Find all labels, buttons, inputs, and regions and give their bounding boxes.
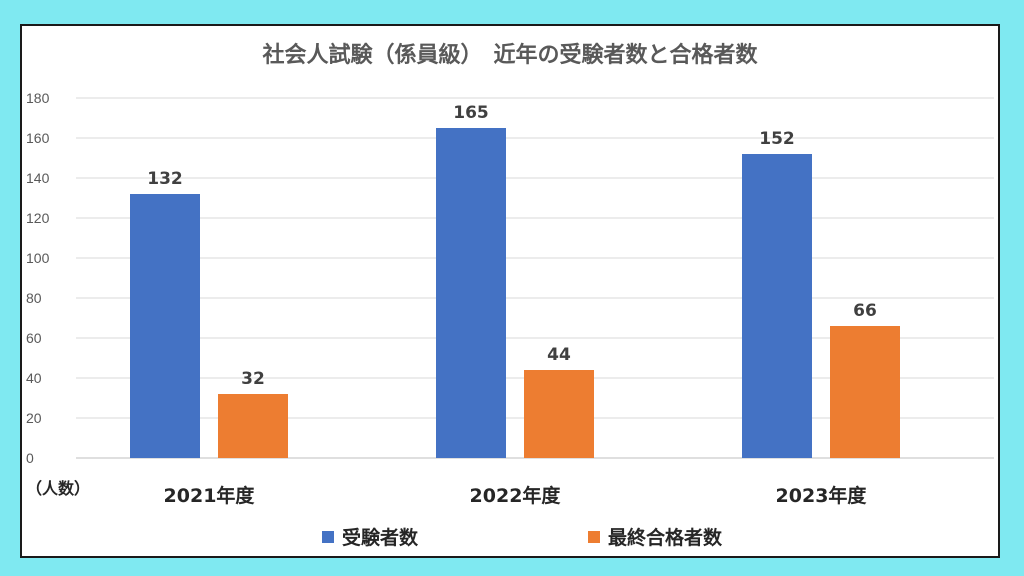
y-tick-label: 80 <box>26 290 42 306</box>
bar-chart: 社会人試験（係員級） 近年の受験者数と合格者数 0 20 40 60 80 100 120 1… <box>26 42 994 549</box>
data-label: 32 <box>241 369 265 389</box>
legend-swatch <box>322 531 334 543</box>
bar-passers <box>830 326 900 458</box>
chart-title: 社会人試験（係員級） 近年の受験者数と合格者数 <box>262 42 758 68</box>
y-tick-label: 180 <box>26 90 50 106</box>
data-label: 165 <box>453 103 489 123</box>
y-axis-unit-label: （人数） <box>26 479 90 498</box>
bars <box>130 128 900 458</box>
legend-label: 受験者数 <box>342 526 419 549</box>
x-category-label: 2022年度 <box>470 484 562 507</box>
data-label: 132 <box>147 169 183 189</box>
bar-examinees <box>436 128 506 458</box>
y-tick-label: 140 <box>26 170 50 186</box>
bar-examinees <box>742 154 812 458</box>
data-label: 44 <box>547 345 571 365</box>
legend-swatch <box>588 531 600 543</box>
data-label: 152 <box>759 129 795 149</box>
chart-frame: 社会人試験（係員級） 近年の受験者数と合格者数 0 20 40 60 80 100 120 1… <box>20 24 1000 558</box>
bar-passers <box>218 394 288 458</box>
y-tick-label: 120 <box>26 210 50 226</box>
y-axis-ticks: 0 20 40 60 80 100 120 140 160 180 <box>26 90 50 466</box>
y-tick-label: 0 <box>26 450 34 466</box>
y-tick-label: 20 <box>26 410 42 426</box>
x-category-label: 2023年度 <box>776 484 868 507</box>
y-tick-label: 100 <box>26 250 50 266</box>
bar-examinees <box>130 194 200 458</box>
bar-passers <box>524 370 594 458</box>
x-category-label: 2021年度 <box>164 484 256 507</box>
y-tick-label: 40 <box>26 370 42 386</box>
legend: 受験者数 最終合格者数 <box>322 526 723 549</box>
y-tick-label: 160 <box>26 130 50 146</box>
x-axis-categories: 2021年度 2022年度 2023年度 <box>164 484 868 507</box>
legend-label: 最終合格者数 <box>608 526 723 549</box>
data-label: 66 <box>853 301 877 321</box>
data-labels: 132 32 165 44 152 66 <box>147 103 877 389</box>
y-tick-label: 60 <box>26 330 42 346</box>
